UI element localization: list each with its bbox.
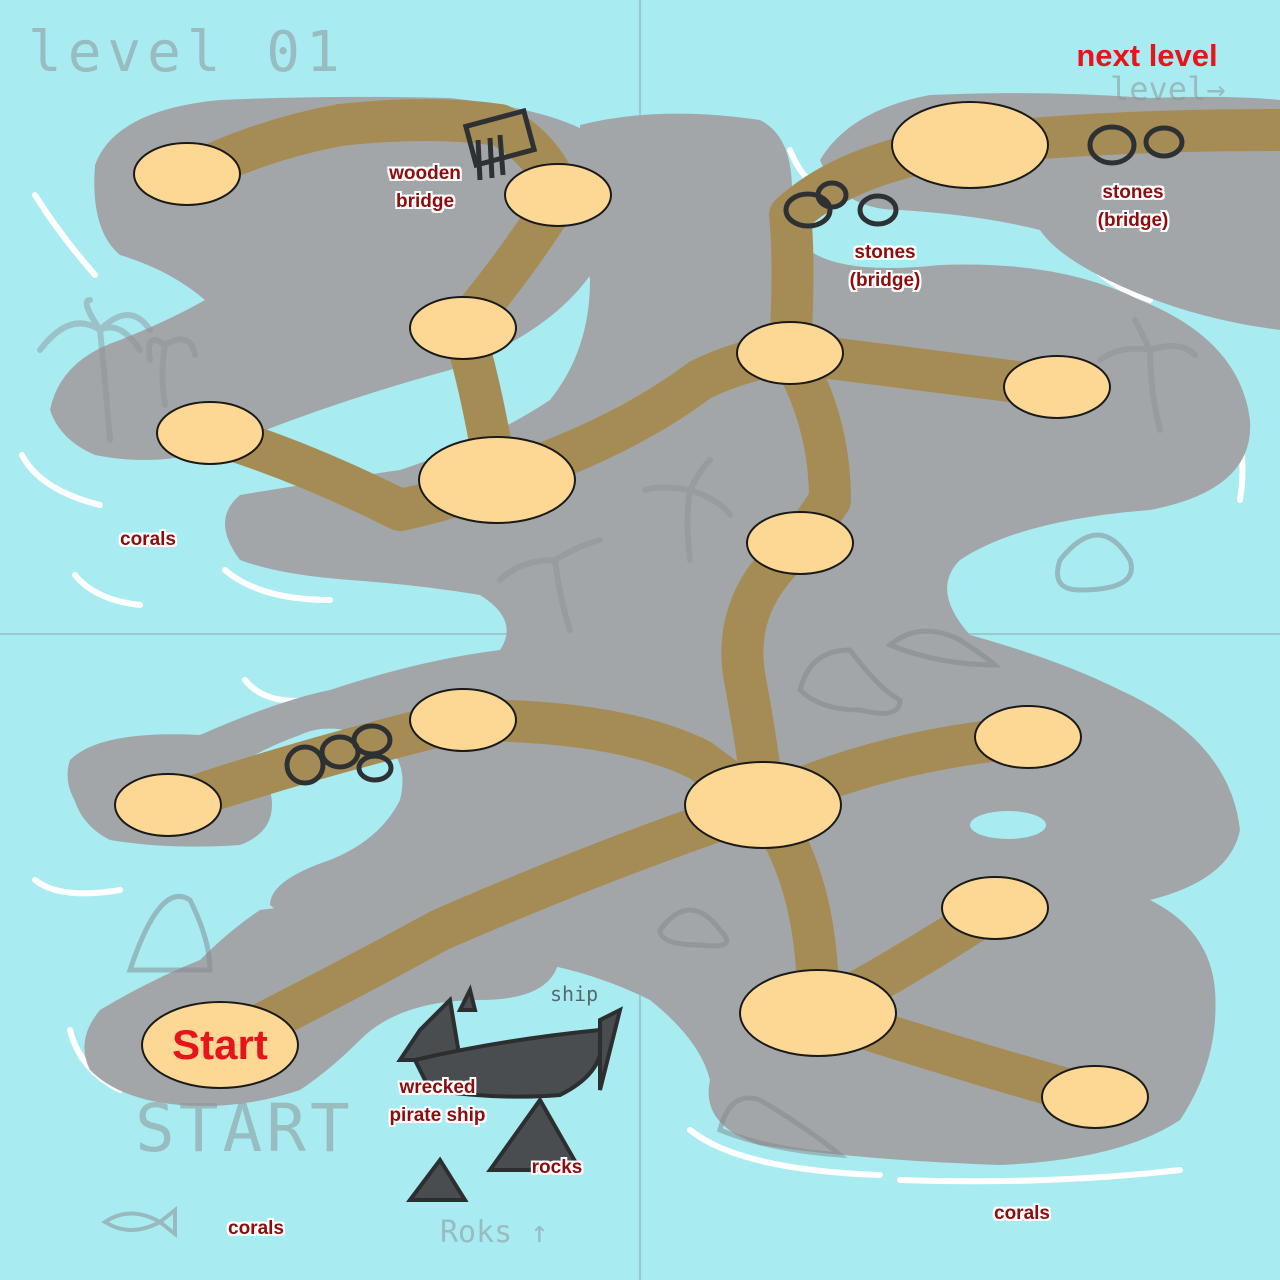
level-node[interactable]: [504, 163, 612, 227]
palm-trees: [37, 297, 1198, 633]
label-corals-bottom-left: corals: [228, 1218, 284, 1239]
rock-icon: [1055, 532, 1134, 593]
label-line: pirate ship: [389, 1105, 486, 1126]
label-wrecked-ship: wrecked pirate ship: [370, 1074, 505, 1130]
label-line: wooden: [389, 163, 461, 184]
lagoon: [970, 811, 1046, 839]
label-stones-bridge-top-right: stones (bridge): [1083, 179, 1183, 235]
level-node[interactable]: [941, 876, 1049, 940]
level-node[interactable]: [409, 296, 517, 360]
label-stones-bridge-center: stones (bridge): [835, 239, 935, 295]
label-wooden-bridge: wooden bridge: [370, 160, 480, 216]
surf-lines: [19, 147, 1246, 1185]
start-node[interactable]: [141, 1001, 299, 1089]
rock-icon: [657, 907, 730, 949]
stone-bridge-icon: [783, 180, 899, 229]
fish-icon: [101, 1205, 177, 1239]
level-nodes: [114, 101, 1149, 1129]
palm-tree-icon: [642, 457, 733, 563]
path-segment: [147, 699, 1049, 826]
label-line: wrecked: [399, 1077, 476, 1098]
palm-tree-icon: [497, 537, 603, 633]
level-node[interactable]: [418, 436, 576, 524]
level-node[interactable]: [114, 773, 222, 837]
level-node[interactable]: [974, 705, 1082, 769]
stone-bridges: [284, 124, 1185, 786]
label-corals-left: corals: [120, 529, 176, 550]
level-node[interactable]: [739, 969, 897, 1057]
start-sketch-text: START: [135, 1090, 354, 1167]
label-corals-bottom-right: corals: [994, 1203, 1050, 1224]
palm-tree-icon: [1097, 317, 1198, 433]
shipwreck-icon: [396, 984, 623, 1202]
level-node[interactable]: [736, 321, 844, 385]
label-line: bridge: [395, 191, 455, 212]
stone-bridge-icon: [1087, 124, 1185, 166]
wooden-bridge-icon: [462, 107, 538, 181]
rocks-sketch-text: Roks ↑: [440, 1215, 549, 1250]
palm-tree-icon: [37, 297, 153, 443]
rock-icon: [797, 647, 903, 716]
next-level-button[interactable]: next level: [1076, 38, 1218, 73]
level-node[interactable]: [1003, 355, 1111, 419]
rock-icon: [717, 1095, 848, 1159]
level-node[interactable]: [133, 142, 241, 206]
level-node[interactable]: [1041, 1065, 1149, 1129]
ship-sketch-text: ship: [550, 982, 599, 1006]
label-line: stones: [854, 242, 916, 263]
label-line: (bridge): [1097, 210, 1169, 231]
level-node[interactable]: [156, 401, 264, 465]
label-rocks: rocks: [531, 1157, 583, 1178]
next-level-sketch-text: level→: [1110, 70, 1226, 108]
rock-icon: [126, 893, 213, 973]
level-node[interactable]: [684, 761, 842, 849]
stone-bridge-icon: [284, 723, 394, 786]
label-line: (bridge): [849, 270, 921, 291]
palm-tree-icon: [146, 336, 198, 408]
level-node[interactable]: [746, 511, 854, 575]
level-node[interactable]: [409, 688, 517, 752]
label-line: stones: [1102, 182, 1164, 203]
rock-sketches: [126, 532, 1134, 1159]
level-node[interactable]: [891, 101, 1049, 189]
rock-icon: [885, 628, 1002, 668]
level-sketch-text: level 01: [28, 20, 346, 85]
